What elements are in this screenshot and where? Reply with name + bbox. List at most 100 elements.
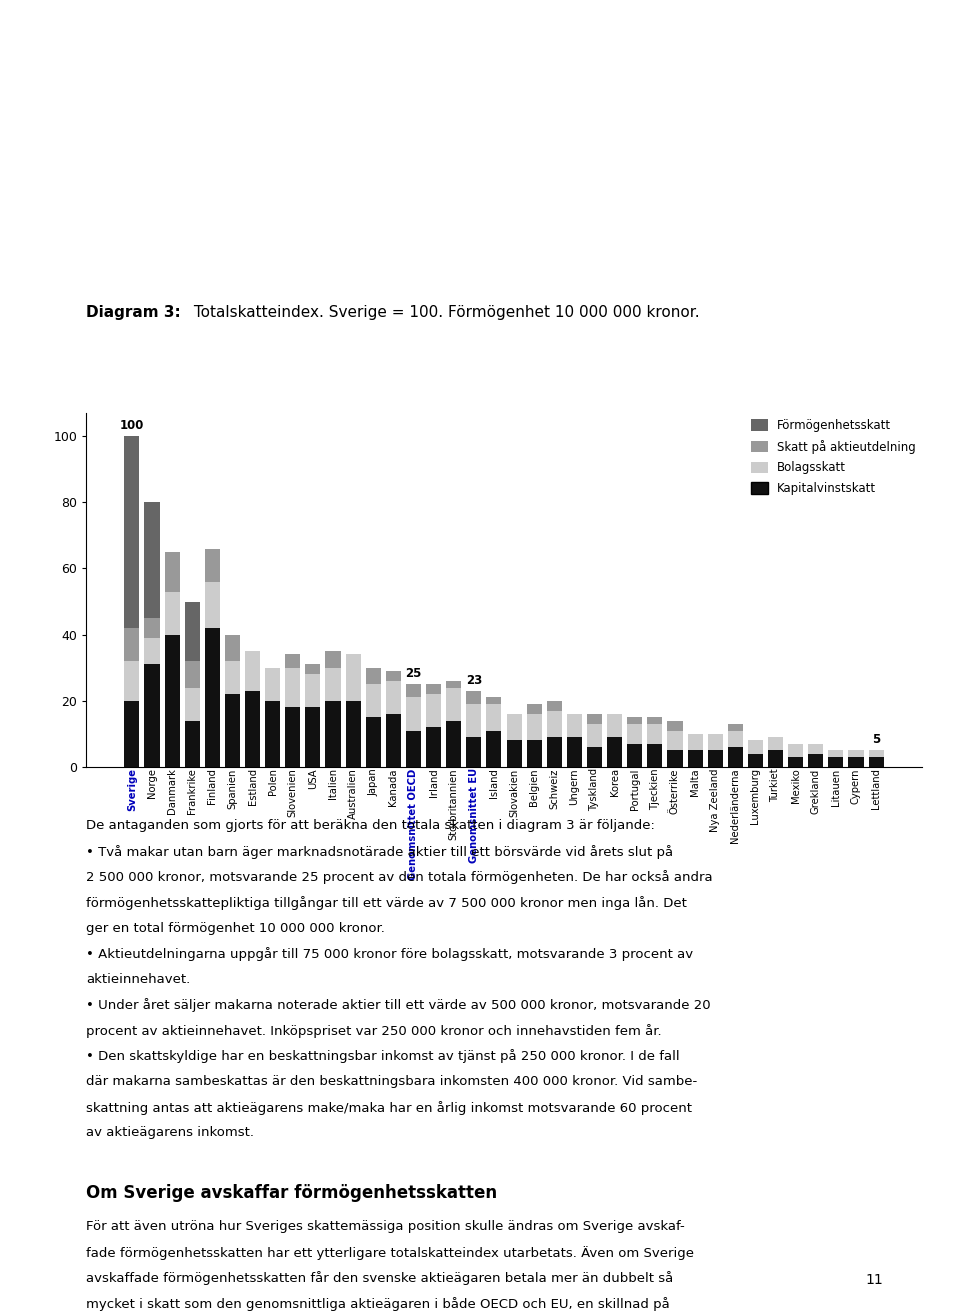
Bar (125, 628, 139, 661)
Text: Diagram 3:: Diagram 3: (86, 305, 181, 320)
Bar (527, 704, 541, 714)
Bar (627, 724, 642, 743)
Bar (184, 721, 200, 767)
Bar (647, 717, 662, 724)
Bar (125, 701, 139, 767)
Bar (728, 747, 743, 767)
Text: • Under året säljer makarna noterade aktier till ett värde av 500 000 kronor, mo: • Under året säljer makarna noterade akt… (86, 999, 711, 1012)
Bar (245, 652, 260, 691)
Text: aktieinnehavet.: aktieinnehavet. (86, 973, 191, 986)
Text: • Aktieutdelningarna uppgår till 75 000 kronor före bolagsskatt, motsvarande 3 p: • Aktieutdelningarna uppgår till 75 000 … (86, 948, 693, 961)
Bar (204, 628, 220, 767)
Bar (467, 737, 481, 767)
Bar (667, 730, 683, 750)
Bar (487, 704, 501, 730)
Text: ger en total förmögenhet 10 000 000 kronor.: ger en total förmögenhet 10 000 000 kron… (86, 922, 385, 935)
Bar (467, 691, 481, 704)
Bar (708, 750, 723, 767)
Bar (325, 701, 341, 767)
Bar (406, 697, 421, 730)
Bar (667, 750, 683, 767)
Bar (507, 741, 521, 767)
Bar (386, 714, 401, 767)
Bar (144, 617, 159, 638)
Bar (144, 665, 159, 767)
Text: fade förmögenhetsskatten har ett ytterligare totalskatteindex utarbetats. Även o: fade förmögenhetsskatten har ett ytterli… (86, 1245, 694, 1260)
Bar (768, 737, 783, 750)
Bar (125, 437, 139, 628)
Bar (406, 730, 421, 767)
Bar (547, 737, 562, 767)
Bar (647, 743, 662, 767)
Bar (285, 667, 300, 708)
Bar (748, 741, 763, 754)
Bar (164, 635, 180, 767)
Bar (366, 684, 381, 717)
Bar (184, 602, 200, 661)
Bar (748, 754, 763, 767)
Bar (346, 701, 361, 767)
Bar (204, 548, 220, 582)
Bar (446, 687, 461, 721)
Bar (184, 687, 200, 721)
Bar (547, 711, 562, 737)
Bar (708, 734, 723, 750)
Bar (305, 674, 321, 708)
Bar (285, 708, 300, 767)
Bar (728, 724, 743, 730)
Bar (125, 661, 139, 701)
Bar (225, 661, 240, 694)
Text: 23: 23 (466, 674, 482, 687)
Text: förmögenhetsskattepliktiga tillgångar till ett värde av 7 500 000 kronor men ing: förmögenhetsskattepliktiga tillgångar ti… (86, 897, 687, 910)
Bar (828, 750, 844, 756)
Bar (144, 638, 159, 665)
Bar (808, 743, 824, 754)
Bar (285, 654, 300, 667)
Bar (346, 654, 361, 701)
Bar (869, 756, 883, 767)
Bar (687, 750, 703, 767)
Text: av aktieägarens inkomst.: av aktieägarens inkomst. (86, 1126, 254, 1139)
Bar (869, 750, 883, 756)
Bar (527, 714, 541, 741)
Text: För att även utröna hur Sveriges skattemässiga position skulle ändras om Sverige: För att även utröna hur Sveriges skattem… (86, 1221, 685, 1234)
Bar (426, 694, 442, 728)
Text: De antaganden som gjorts för att beräkna den totala skatten i diagram 3 är följa: De antaganden som gjorts för att beräkna… (86, 819, 656, 832)
Bar (607, 714, 622, 737)
Bar (768, 750, 783, 767)
Bar (828, 756, 844, 767)
Bar (446, 721, 461, 767)
Text: mycket i skatt som den genomsnittliga aktieägaren i både OECD och EU, en skillna: mycket i skatt som den genomsnittliga ak… (86, 1297, 670, 1311)
Bar (849, 750, 864, 756)
Text: Om Sverige avskaffar förmögenhetsskatten: Om Sverige avskaffar förmögenhetsskatten (86, 1185, 497, 1202)
Bar (406, 684, 421, 697)
Bar (325, 652, 341, 667)
Bar (667, 721, 683, 730)
Text: 100: 100 (120, 420, 144, 433)
Bar (487, 697, 501, 704)
Bar (627, 717, 642, 724)
Bar (849, 756, 864, 767)
Bar (164, 552, 180, 591)
Bar (446, 680, 461, 687)
Bar (184, 661, 200, 687)
Bar (144, 502, 159, 617)
Bar (566, 714, 582, 737)
Bar (204, 582, 220, 628)
Bar (305, 665, 321, 674)
Bar (507, 714, 521, 741)
Text: där makarna sambeskattas är den beskattningsbara inkomsten 400 000 kronor. Vid s: där makarna sambeskattas är den beskattn… (86, 1075, 698, 1088)
Text: 11: 11 (866, 1273, 883, 1287)
Bar (426, 684, 442, 694)
Bar (366, 667, 381, 684)
Bar (487, 730, 501, 767)
Text: 5: 5 (872, 733, 880, 746)
Text: procent av aktieinnehavet. Inköpspriset var 250 000 kronor och innehavstiden fem: procent av aktieinnehavet. Inköpspriset … (86, 1024, 662, 1038)
Bar (325, 667, 341, 701)
Bar (467, 704, 481, 737)
Bar (527, 741, 541, 767)
Bar (587, 724, 602, 747)
Bar (687, 734, 703, 750)
Bar (728, 730, 743, 747)
Text: avskaffade förmögenhetsskatten får den svenske aktieägaren betala mer än dubbelt: avskaffade förmögenhetsskatten får den s… (86, 1272, 674, 1285)
